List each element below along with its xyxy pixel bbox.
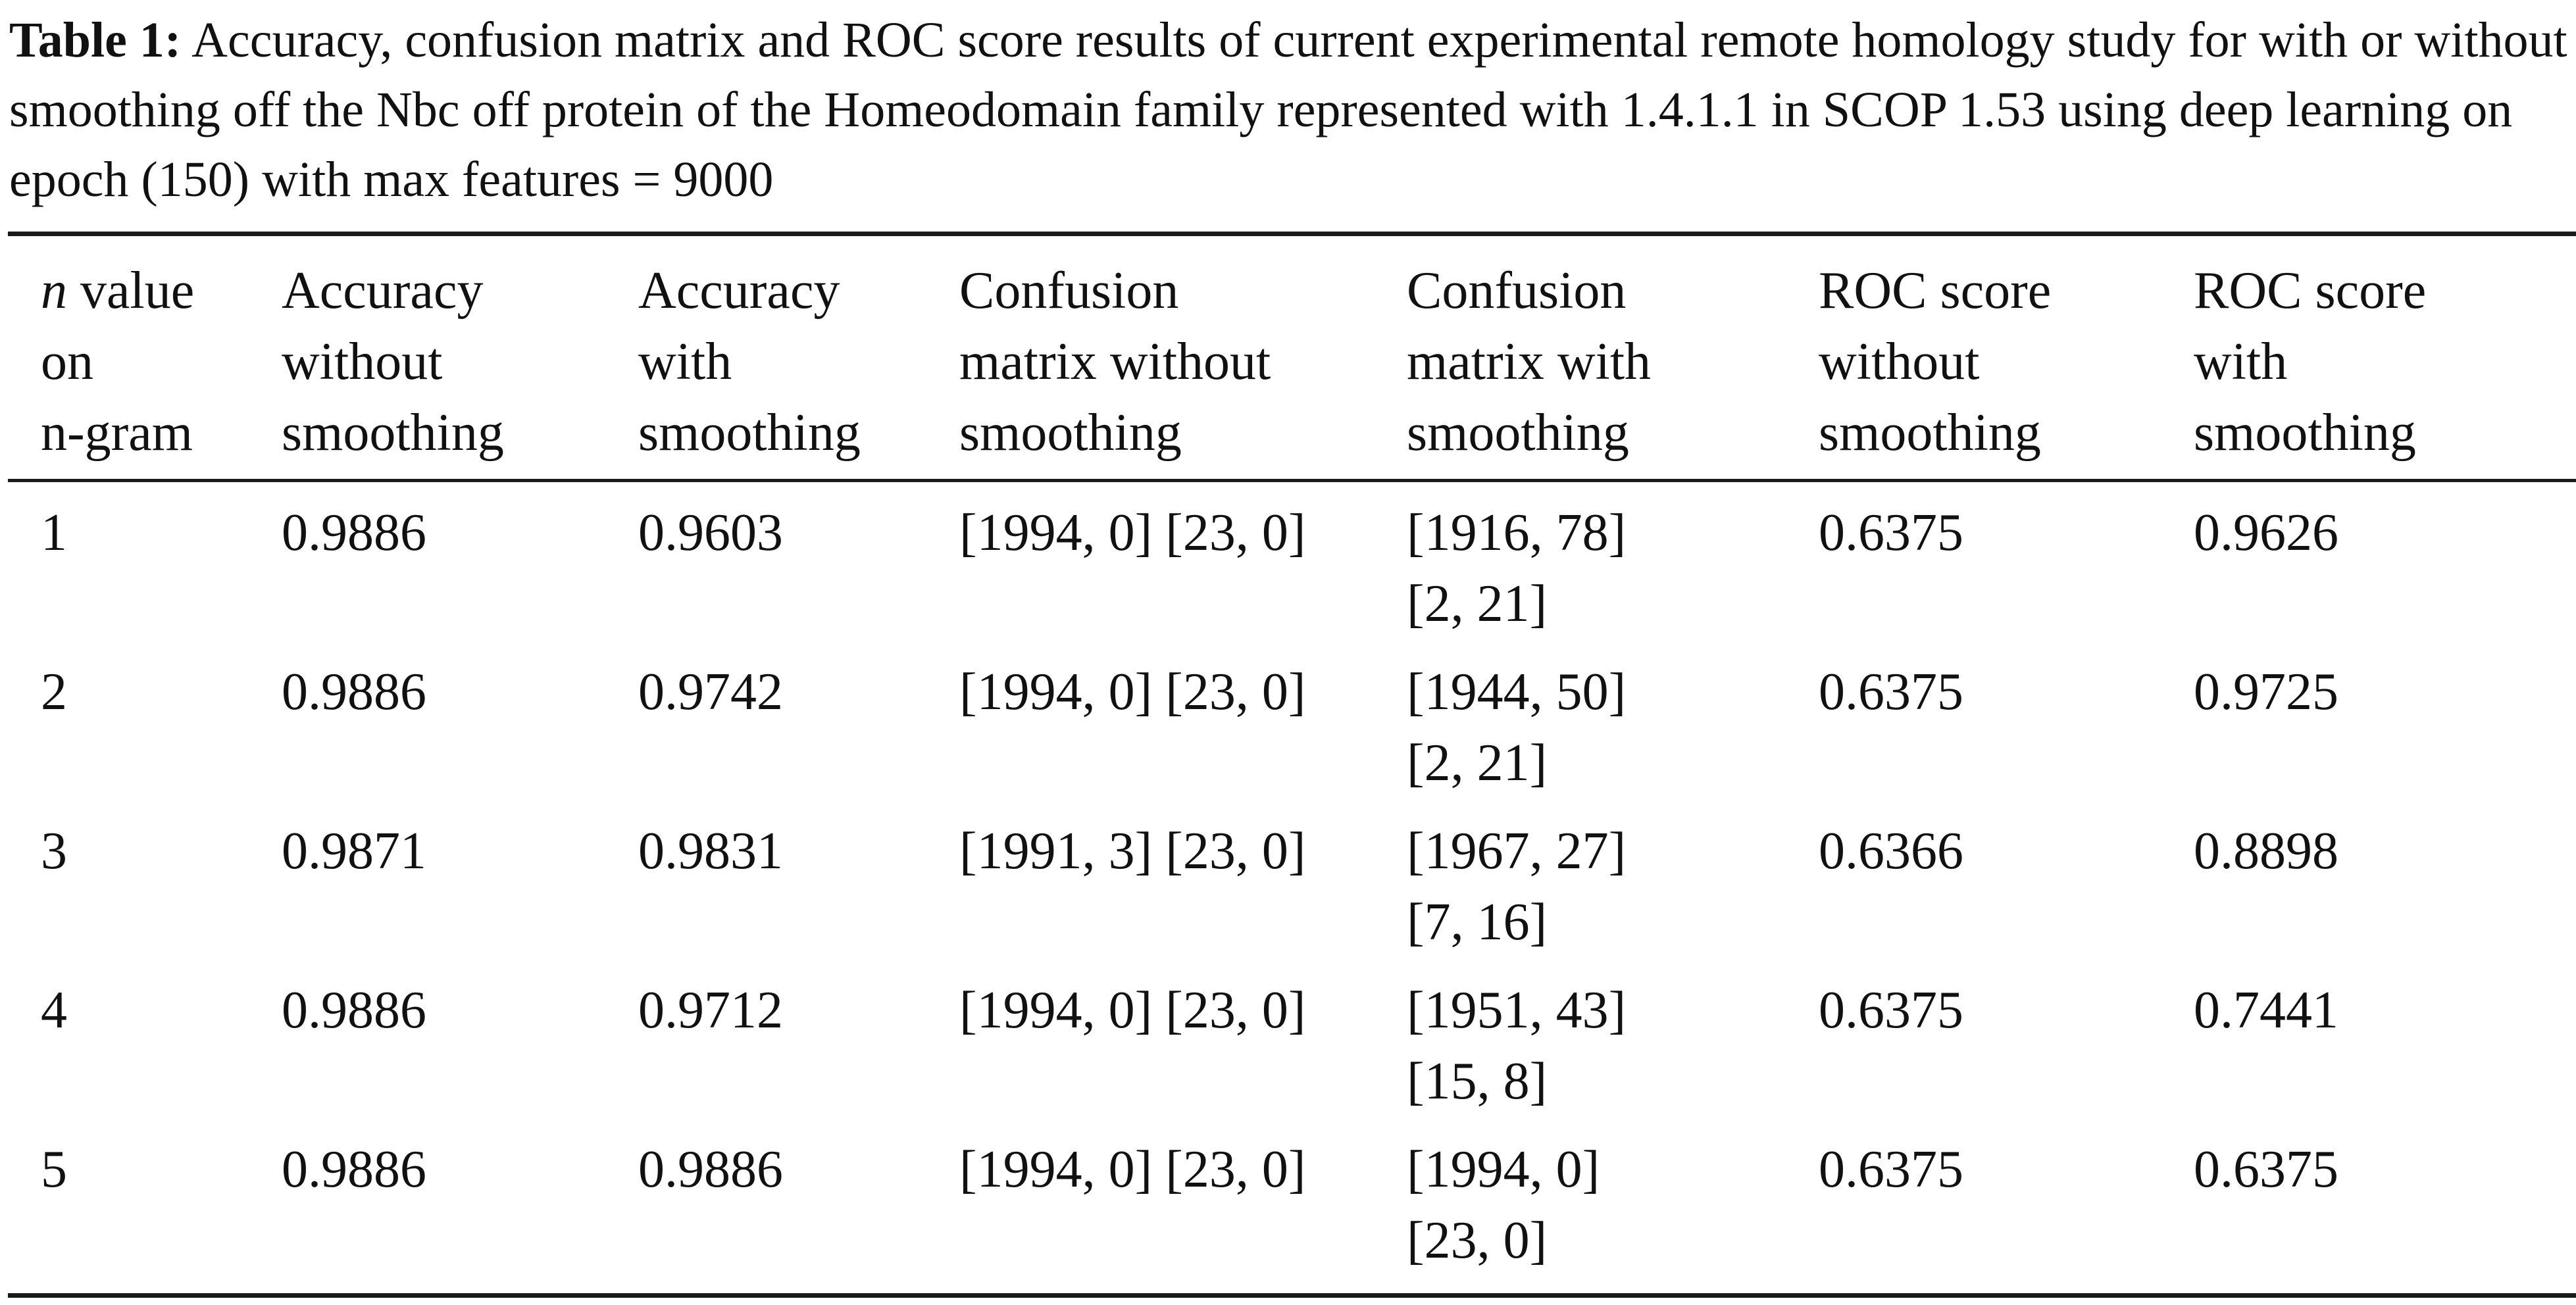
cell-confusion-with: [1944, 50] [2, 21]	[1407, 663, 1627, 792]
cell-roc-without: 0.6375	[1819, 1141, 1963, 1198]
cell-n: 5	[41, 1141, 67, 1198]
cell-accuracy-with: 0.9712	[638, 981, 783, 1039]
cell-roc-with: 0.9725	[2194, 663, 2338, 721]
cell-roc-without: 0.6375	[1819, 663, 1963, 721]
header-confusion-with: Confusion matrix with smoothing	[1407, 262, 1652, 462]
cell-accuracy-with: 0.9831	[638, 822, 783, 880]
cell-confusion-without: [1994, 0] [23, 0]	[959, 663, 1306, 721]
cell-confusion-without: [1994, 0] [23, 0]	[959, 1141, 1306, 1198]
table-row: 5 0.9886 0.9886 [1994, 0] [23, 0] [1994,…	[0, 1134, 2576, 1292]
cell-confusion-with: [1951, 43] [15, 8]	[1407, 981, 1627, 1110]
table-caption: Table 1: Accuracy, confusion matrix and R…	[9, 5, 2572, 214]
table-top-rule	[8, 232, 2576, 236]
cell-roc-with: 0.6375	[2194, 1141, 2338, 1198]
cell-accuracy-without: 0.9886	[282, 504, 426, 562]
cell-n: 2	[41, 663, 67, 721]
cell-roc-with: 0.9626	[2194, 504, 2338, 562]
header-n-italic: n	[41, 262, 67, 320]
table-row: 4 0.9886 0.9712 [1994, 0] [23, 0] [1951,…	[0, 975, 2576, 1133]
cell-roc-with: 0.7441	[2194, 981, 2338, 1039]
cell-accuracy-without: 0.9886	[282, 981, 426, 1039]
cell-confusion-with: [1994, 0] [23, 0]	[1407, 1141, 1600, 1269]
header-confusion-without: Confusion matrix without smoothing	[959, 262, 1271, 462]
cell-roc-without: 0.6375	[1819, 504, 1963, 562]
cell-accuracy-without: 0.9871	[282, 822, 426, 880]
cell-accuracy-with: 0.9603	[638, 504, 783, 562]
cell-accuracy-without: 0.9886	[282, 1141, 426, 1198]
cell-n: 3	[41, 822, 67, 880]
cell-accuracy-with: 0.9742	[638, 663, 783, 721]
table-row: 1 0.9886 0.9603 [1994, 0] [23, 0] [1916,…	[0, 497, 2576, 655]
cell-confusion-without: [1994, 0] [23, 0]	[959, 504, 1306, 562]
table-row: 2 0.9886 0.9742 [1994, 0] [23, 0] [1944,…	[0, 656, 2576, 814]
cell-n: 4	[41, 981, 67, 1039]
caption-text: Accuracy, confusion matrix and ROC score…	[9, 12, 2567, 207]
cell-roc-without: 0.6366	[1819, 822, 1963, 880]
cell-n: 1	[41, 504, 67, 562]
cell-confusion-with: [1967, 27] [7, 16]	[1407, 822, 1627, 951]
header-accuracy-with: Accuracy with smoothing	[638, 262, 861, 462]
table-row: 3 0.9871 0.9831 [1991, 3] [23, 0] [1967,…	[0, 816, 2576, 973]
cell-confusion-without: [1994, 0] [23, 0]	[959, 981, 1306, 1039]
table-bottom-rule	[8, 1293, 2576, 1298]
table-header-rule	[8, 479, 2576, 482]
cell-roc-without: 0.6375	[1819, 981, 1963, 1039]
cell-accuracy-without: 0.9886	[282, 663, 426, 721]
header-roc-without: ROC score without smoothing	[1819, 262, 2052, 462]
header-roc-with: ROC score with smoothing	[2194, 262, 2427, 462]
cell-confusion-without: [1991, 3] [23, 0]	[959, 822, 1306, 880]
header-accuracy-without: Accuracy without smoothing	[282, 262, 504, 462]
header-n-value: n value on n-gram	[41, 262, 195, 462]
cell-confusion-with: [1916, 78] [2, 21]	[1407, 504, 1627, 633]
cell-accuracy-with: 0.9886	[638, 1141, 783, 1198]
cell-roc-with: 0.8898	[2194, 822, 2338, 880]
caption-label: Table 1:	[9, 12, 182, 68]
